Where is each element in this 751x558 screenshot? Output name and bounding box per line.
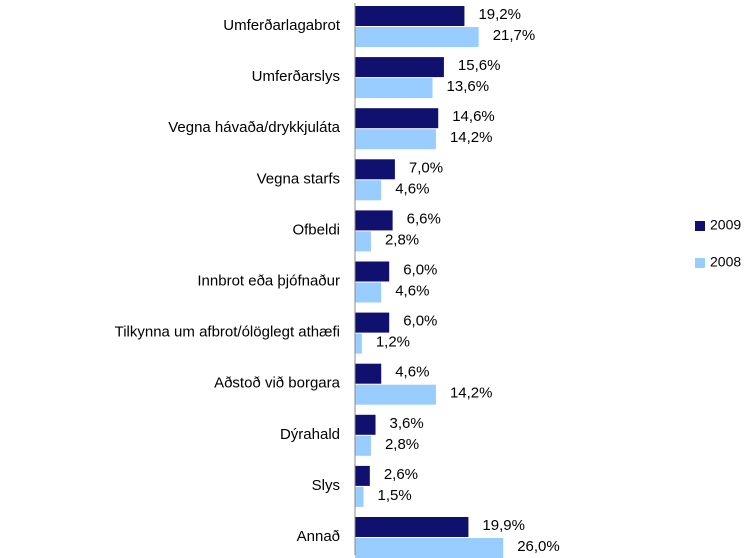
value-label: 14,6% [452, 108, 495, 125]
bar [355, 486, 364, 507]
bar [355, 129, 436, 150]
legend-label: 2009 [710, 217, 741, 233]
value-label: 26,0% [517, 538, 560, 555]
value-label: 6,0% [403, 261, 437, 278]
bar [355, 159, 395, 180]
category-label: Slys [312, 477, 340, 494]
value-label: 6,0% [403, 313, 437, 330]
category-label: Vegna starfs [257, 170, 340, 187]
value-label: 14,2% [450, 129, 493, 146]
value-label: 4,6% [395, 364, 429, 381]
value-label: 19,2% [478, 6, 521, 23]
bar [355, 538, 504, 558]
value-label: 7,0% [409, 159, 443, 176]
value-label: 2,6% [384, 466, 418, 483]
bar [355, 108, 439, 129]
bar [355, 78, 433, 99]
value-label: 21,7% [493, 27, 536, 44]
category-label: Tilkynna um afbrot/ólöglegt athæfi [115, 324, 340, 341]
bar [355, 261, 390, 282]
bar [355, 384, 436, 405]
bar [355, 414, 376, 435]
bar [355, 282, 382, 303]
value-label: 1,5% [378, 487, 412, 504]
bar [355, 435, 371, 456]
value-label: 6,6% [407, 210, 441, 227]
bar [355, 517, 469, 537]
category-label: Ofbeldi [292, 221, 340, 238]
value-label: 14,2% [450, 385, 493, 402]
value-label: 13,6% [447, 78, 490, 95]
value-label: 4,6% [395, 282, 429, 299]
value-label: 1,2% [376, 334, 410, 351]
bar [355, 180, 382, 201]
category-label: Dýrahald [280, 426, 340, 443]
category-label: Umferðarlagabrot [223, 17, 341, 34]
value-label: 19,9% [482, 517, 525, 534]
category-label: Vegna hávaða/drykkjuláta [168, 119, 340, 136]
legend-swatch [695, 258, 705, 268]
bar [355, 210, 393, 231]
legend-swatch [695, 221, 705, 231]
value-label: 4,6% [395, 180, 429, 197]
value-label: 3,6% [390, 415, 424, 432]
bar [355, 6, 465, 26]
bar [355, 27, 479, 47]
bar [355, 312, 390, 333]
category-label: Umferðarslys [252, 68, 340, 85]
bar [355, 333, 362, 354]
legend-label: 2008 [710, 254, 741, 270]
value-label: 15,6% [458, 57, 501, 74]
category-label: Aðstoð við borgara [214, 375, 341, 392]
category-label: Annað [297, 528, 340, 545]
value-label: 2,8% [385, 231, 419, 248]
category-label: Innbrot eða þjófnaður [197, 272, 340, 289]
bar [355, 231, 371, 252]
bar [355, 465, 370, 486]
bar [355, 57, 444, 78]
bar [355, 363, 382, 384]
value-label: 2,8% [385, 436, 419, 453]
